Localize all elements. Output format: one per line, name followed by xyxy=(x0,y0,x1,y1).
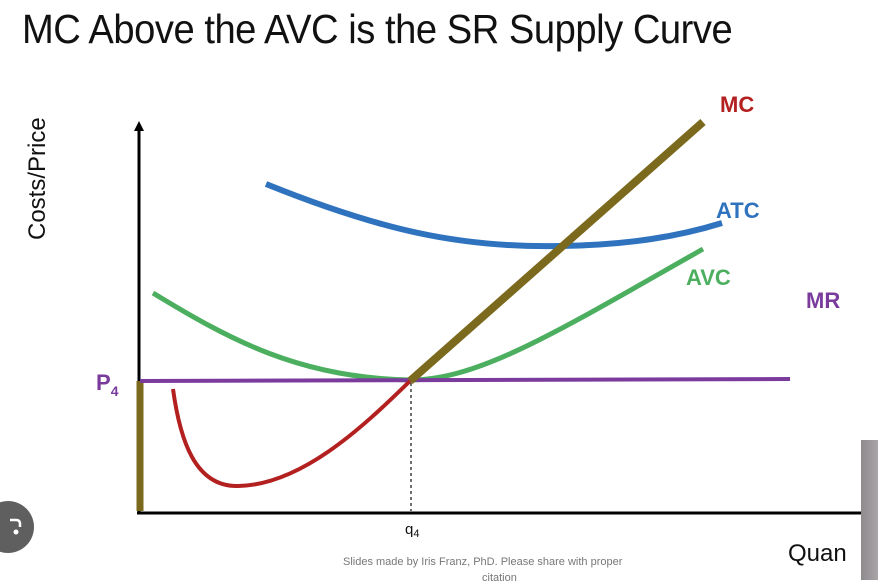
mc-curve-below-avc xyxy=(171,379,412,489)
atc-label: ATC xyxy=(716,198,760,223)
mc-label: MC xyxy=(720,92,754,117)
credit-line: Slides made by Iris Franz, PhD. Please s… xyxy=(343,556,623,568)
p4-tick-label: P4 xyxy=(96,370,119,399)
mr-line xyxy=(139,377,791,383)
mr-label: MR xyxy=(806,288,840,313)
credit-line-2: citation xyxy=(482,572,517,584)
mc-supply-curve xyxy=(407,119,706,384)
adjacent-image-edge xyxy=(861,440,878,580)
slide-title: MC Above the AVC is the SR Supply Curve xyxy=(22,6,733,52)
visual-search-icon xyxy=(10,518,22,535)
atc-curve xyxy=(264,181,723,250)
x-axis-label: Quan xyxy=(788,540,847,567)
y-axis-arrow-icon xyxy=(134,121,144,131)
avc-label: AVC xyxy=(686,265,731,290)
q4-tick-label: q4 xyxy=(405,521,419,540)
